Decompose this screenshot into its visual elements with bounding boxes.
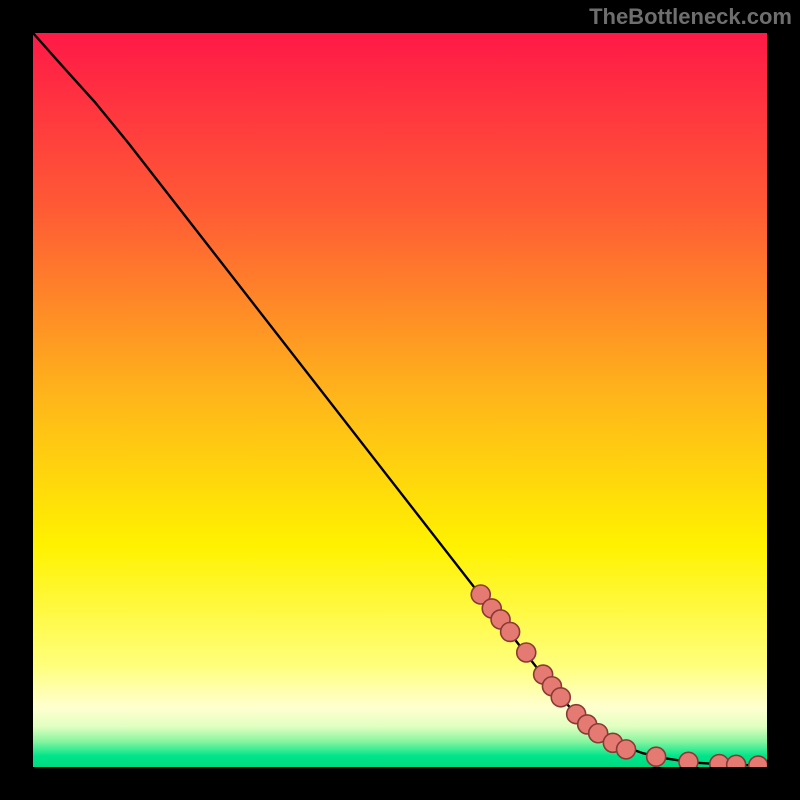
data-point (501, 622, 520, 641)
data-point (679, 752, 698, 767)
data-point (647, 747, 666, 766)
data-point (617, 740, 636, 759)
data-point (727, 755, 746, 767)
watermark-text: TheBottleneck.com (589, 4, 792, 30)
data-point (551, 688, 570, 707)
plot-svg (33, 33, 767, 767)
chart-root: TheBottleneck.com (0, 0, 800, 800)
gradient-background (33, 33, 767, 767)
data-point (517, 643, 536, 662)
